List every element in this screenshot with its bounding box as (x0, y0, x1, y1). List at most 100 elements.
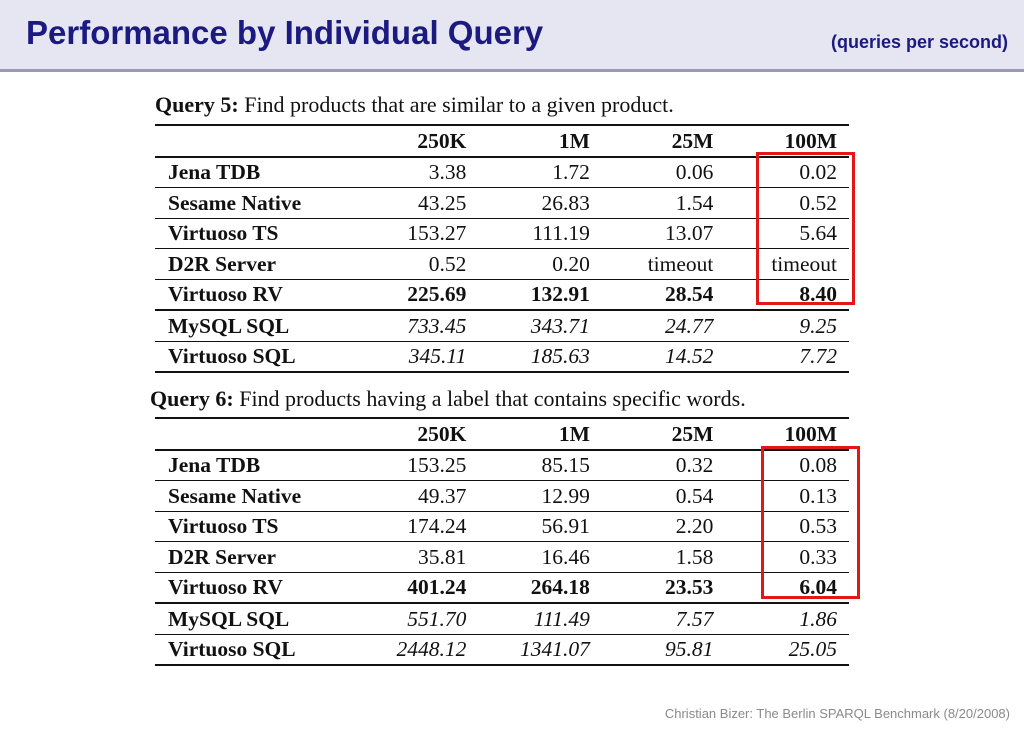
value-cell: 13.07 (589, 218, 714, 249)
value-cell: 0.08 (713, 449, 849, 481)
table-row: Sesame Native 43.25 26.83 1.54 0.52 (155, 187, 849, 219)
value-cell: 0.53 (713, 511, 849, 542)
table-row: Virtuoso TS 174.24 56.91 2.20 0.53 (155, 511, 849, 542)
value-cell: 2448.12 (373, 634, 467, 666)
value-cell: 111.19 (466, 218, 590, 249)
table-row: D2R Server 35.81 16.46 1.58 0.33 (155, 541, 849, 573)
system-name: MySQL SQL (155, 309, 374, 342)
value-cell: 95.81 (589, 634, 714, 666)
system-name: Sesame Native (155, 480, 374, 512)
value-cell: 1.86 (713, 602, 849, 635)
value-cell: 85.15 (466, 449, 590, 481)
col-header-250k: 250K (373, 417, 467, 451)
query6-header-row: 250K 1M 25M 100M (155, 417, 849, 451)
col-header-25m: 25M (589, 417, 714, 451)
value-cell: 28.54 (589, 279, 714, 311)
value-cell: 8.40 (713, 279, 849, 311)
col-header-1m: 1M (466, 124, 590, 158)
value-cell: 25.05 (713, 634, 849, 666)
value-cell: 733.45 (373, 309, 467, 342)
query5-label: Query 5: (155, 92, 239, 117)
query5-100m-highlight (756, 152, 855, 305)
value-cell: 1341.07 (466, 634, 590, 666)
system-name: D2R Server (155, 541, 374, 573)
query6-label: Query 6: (150, 386, 234, 411)
query5-table: 250K 1M 25M 100M Jena TDB 3.38 1.72 0.06 0.0… (155, 124, 849, 373)
table-row: D2R Server 0.52 0.20 timeout timeout (155, 248, 849, 280)
slide-header: Performance by Individual Query (queries… (0, 0, 1024, 72)
value-cell: 7.57 (589, 602, 714, 635)
value-cell: 0.13 (713, 480, 849, 512)
value-cell: 132.91 (466, 279, 590, 311)
col-header-100m: 100M (713, 124, 849, 158)
system-name: Sesame Native (155, 187, 374, 219)
value-cell: 551.70 (373, 602, 467, 635)
query5-header-row: 250K 1M 25M 100M (155, 124, 849, 158)
system-name: D2R Server (155, 248, 374, 280)
value-cell: 0.52 (713, 187, 849, 219)
system-name: Virtuoso SQL (155, 634, 374, 666)
value-cell: 1.54 (589, 187, 714, 219)
value-cell: 225.69 (373, 279, 467, 311)
value-cell: 0.06 (589, 156, 714, 188)
value-cell: 0.02 (713, 156, 849, 188)
value-cell: 16.46 (466, 541, 590, 573)
value-cell: 14.52 (589, 341, 714, 373)
value-cell: 0.20 (466, 248, 590, 280)
value-cell: 23.53 (589, 572, 714, 604)
system-name: Virtuoso TS (155, 218, 374, 249)
value-cell: 264.18 (466, 572, 590, 604)
value-cell: 185.63 (466, 341, 590, 373)
value-cell: 56.91 (466, 511, 590, 542)
value-cell: 9.25 (713, 309, 849, 342)
value-cell: 7.72 (713, 341, 849, 373)
query6-description: Find products having a label that contai… (239, 386, 746, 411)
col-header-250k: 250K (373, 124, 467, 158)
table-row: Jena TDB 153.25 85.15 0.32 0.08 (155, 449, 849, 481)
query6-caption: Query 6: Find products having a label th… (150, 386, 746, 412)
value-cell: timeout (589, 248, 714, 280)
table-row: Jena TDB 3.38 1.72 0.06 0.02 (155, 156, 849, 188)
system-name: Jena TDB (155, 156, 374, 188)
value-cell: 343.71 (466, 309, 590, 342)
table-row: Sesame Native 49.37 12.99 0.54 0.13 (155, 480, 849, 512)
value-cell: 12.99 (466, 480, 590, 512)
value-cell: 111.49 (466, 602, 590, 635)
slide-footer: Christian Bizer: The Berlin SPARQL Bench… (664, 706, 1010, 721)
query6-100m-highlight (761, 446, 860, 599)
value-cell: 3.38 (373, 156, 467, 188)
value-cell: 2.20 (589, 511, 714, 542)
value-cell: 43.25 (373, 187, 467, 219)
value-cell: 49.37 (373, 480, 467, 512)
value-cell: 345.11 (373, 341, 467, 373)
col-header-25m: 25M (589, 124, 714, 158)
table-row: Virtuoso SQL 2448.12 1341.07 95.81 25.05 (155, 634, 849, 666)
col-header-name (155, 124, 374, 158)
query6-table: 250K 1M 25M 100M Jena TDB 153.25 85.15 0.32… (155, 417, 849, 666)
system-name: Virtuoso RV (155, 279, 374, 311)
value-cell: 1.72 (466, 156, 590, 188)
system-name: Jena TDB (155, 449, 374, 481)
value-cell: 0.33 (713, 541, 849, 573)
system-name: MySQL SQL (155, 602, 374, 635)
system-name: Virtuoso TS (155, 511, 374, 542)
table-row: Virtuoso RV 401.24 264.18 23.53 6.04 (155, 572, 849, 604)
table-row: MySQL SQL 733.45 343.71 24.77 9.25 (155, 309, 849, 342)
value-cell: 0.54 (589, 480, 714, 512)
query5-description: Find products that are similar to a give… (244, 92, 674, 117)
table-row: Virtuoso SQL 345.11 185.63 14.52 7.72 (155, 341, 849, 373)
col-header-name (155, 417, 374, 451)
value-cell: 174.24 (373, 511, 467, 542)
value-cell: 5.64 (713, 218, 849, 249)
value-cell: 153.27 (373, 218, 467, 249)
value-cell: 401.24 (373, 572, 467, 604)
value-cell: 26.83 (466, 187, 590, 219)
table-row: Virtuoso TS 153.27 111.19 13.07 5.64 (155, 218, 849, 249)
col-header-100m: 100M (713, 417, 849, 451)
value-cell: 24.77 (589, 309, 714, 342)
table-row: Virtuoso RV 225.69 132.91 28.54 8.40 (155, 279, 849, 311)
system-name: Virtuoso SQL (155, 341, 374, 373)
system-name: Virtuoso RV (155, 572, 374, 604)
value-cell: 1.58 (589, 541, 714, 573)
value-cell: 35.81 (373, 541, 467, 573)
